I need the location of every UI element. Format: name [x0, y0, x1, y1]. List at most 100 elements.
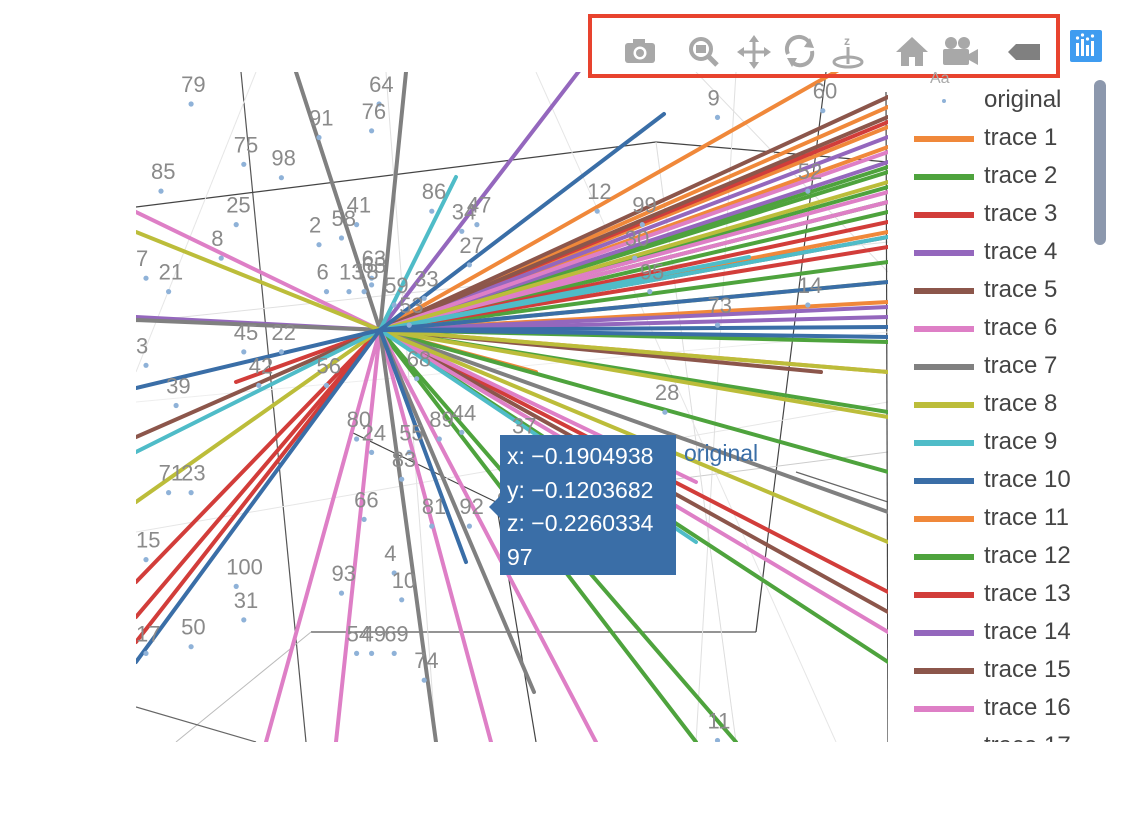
legend-item-trace-5[interactable]: trace 5	[904, 272, 1094, 308]
data-point-22[interactable]	[278, 349, 284, 355]
data-point-55[interactable]	[406, 449, 412, 455]
data-point-10[interactable]	[399, 597, 405, 603]
data-point-6[interactable]	[323, 289, 330, 295]
data-point-85[interactable]	[158, 188, 164, 194]
data-point-50[interactable]	[188, 644, 194, 650]
data-point-59[interactable]	[391, 302, 397, 308]
data-point-81[interactable]	[429, 523, 435, 529]
data-point-30[interactable]	[632, 255, 638, 261]
plotly-logo-icon[interactable]	[1070, 30, 1102, 62]
data-point-41[interactable]	[354, 222, 360, 228]
data-point-17[interactable]	[143, 650, 149, 657]
data-point-80[interactable]	[354, 436, 360, 442]
legend-item-trace-7[interactable]: trace 7	[904, 348, 1094, 384]
data-point-83[interactable]	[399, 476, 405, 482]
data-point-27[interactable]	[466, 262, 472, 268]
data-point-69[interactable]	[391, 650, 397, 657]
legend-item-trace-6[interactable]: trace 6	[904, 310, 1094, 346]
data-point-93[interactable]	[338, 590, 345, 596]
data-point-54[interactable]	[354, 650, 360, 657]
legend-item-trace-9[interactable]: trace 9	[904, 424, 1094, 460]
data-point-28[interactable]	[662, 409, 668, 415]
home-icon[interactable]	[892, 34, 932, 70]
legend-item-trace-10[interactable]: trace 10	[904, 462, 1094, 498]
legend-item-trace-8[interactable]: trace 8	[904, 386, 1094, 422]
data-point-79[interactable]	[188, 101, 194, 107]
legend-item-trace-13[interactable]: trace 13	[904, 576, 1094, 612]
legend-item-trace-15[interactable]: trace 15	[904, 652, 1094, 688]
data-point-60[interactable]	[820, 108, 826, 114]
legend-item-trace-11[interactable]: trace 11	[904, 500, 1094, 536]
legend[interactable]: original trace 1 trace 2 trace 3 trace 4 trac…	[904, 82, 1104, 742]
data-point-92[interactable]	[466, 523, 472, 529]
data-point-56[interactable]	[323, 382, 330, 388]
data-point-25[interactable]	[233, 222, 239, 228]
data-point-45[interactable]	[241, 349, 247, 355]
data-point-99[interactable]	[639, 222, 645, 228]
data-point-74[interactable]	[421, 677, 427, 683]
legend-item-trace-17[interactable]: trace 17	[904, 728, 1094, 742]
data-point-95[interactable]	[647, 289, 653, 295]
data-point-91[interactable]	[316, 134, 322, 141]
data-point-12[interactable]	[594, 208, 600, 214]
pan-icon[interactable]	[734, 34, 774, 70]
data-point-39[interactable]	[173, 402, 179, 409]
data-point-86[interactable]	[429, 208, 435, 214]
data-point-8[interactable]	[218, 255, 224, 261]
orbit-rotation-icon[interactable]	[780, 34, 820, 70]
data-point-52[interactable]	[805, 188, 811, 194]
data-point-47[interactable]	[474, 222, 480, 228]
data-point-42[interactable]	[256, 382, 262, 388]
data-point-68[interactable]	[414, 376, 420, 382]
data-point-75[interactable]	[241, 161, 247, 167]
camera-icon[interactable]	[620, 34, 660, 70]
data-point-71[interactable]	[166, 490, 172, 496]
legend-item-trace-12[interactable]: trace 12	[904, 538, 1094, 574]
point-label-28: 28	[655, 380, 679, 405]
data-point-53[interactable]	[406, 322, 412, 328]
data-point-15[interactable]	[143, 557, 149, 563]
legend-item-original[interactable]: original	[904, 82, 1094, 118]
legend-item-trace-2[interactable]: trace 2	[904, 158, 1094, 194]
legend-item-trace-3[interactable]: trace 3	[904, 196, 1094, 232]
data-point-2[interactable]	[316, 242, 322, 248]
zoom-icon[interactable]	[684, 34, 724, 70]
point-label-44: 44	[452, 400, 476, 425]
data-point-58[interactable]	[338, 235, 345, 241]
legend-item-trace-1[interactable]: trace 1	[904, 120, 1094, 156]
data-point-98[interactable]	[278, 175, 284, 181]
data-point-63[interactable]	[369, 275, 375, 281]
data-point-64[interactable]	[376, 101, 382, 107]
video-camera-icon[interactable]	[940, 34, 980, 70]
spikelines-icon[interactable]	[1004, 34, 1044, 70]
data-point-33[interactable]	[421, 295, 427, 301]
legend-item-trace-14[interactable]: trace 14	[904, 614, 1094, 650]
data-point-49[interactable]	[369, 650, 375, 657]
data-point-21[interactable]	[166, 289, 172, 295]
data-point-100[interactable]	[233, 583, 239, 589]
plot-area[interactable]: 79 64 60 91 76 9 75 98 85 52 86 12 25 41 47 99 34 2 58 8 27 3…	[136, 72, 888, 742]
data-point-44[interactable]	[459, 429, 465, 435]
legend-scrollbar[interactable]	[1094, 80, 1106, 245]
data-point-31[interactable]	[241, 617, 247, 623]
data-point-89[interactable]	[436, 436, 442, 442]
turntable-rotation-icon[interactable]: z	[828, 34, 868, 70]
data-point-65[interactable]	[369, 282, 375, 288]
data-point-4[interactable]	[391, 570, 397, 576]
data-point-18[interactable]	[361, 289, 367, 295]
data-point-24[interactable]	[369, 449, 375, 455]
data-point-23[interactable]	[188, 490, 194, 496]
data-point-13[interactable]	[346, 289, 352, 295]
data-point-7[interactable]	[143, 275, 149, 281]
data-point-66[interactable]	[361, 516, 367, 522]
data-point-73[interactable]	[714, 322, 721, 328]
data-point-9[interactable]	[714, 114, 721, 120]
data-point-3[interactable]	[143, 362, 149, 368]
legend-item-trace-4[interactable]: trace 4	[904, 234, 1094, 270]
data-point-34[interactable]	[459, 228, 465, 234]
data-point-14[interactable]	[805, 302, 811, 308]
legend-item-trace-16[interactable]: trace 16	[904, 690, 1094, 726]
data-point-76[interactable]	[369, 128, 375, 134]
data-point-11[interactable]	[714, 737, 721, 742]
